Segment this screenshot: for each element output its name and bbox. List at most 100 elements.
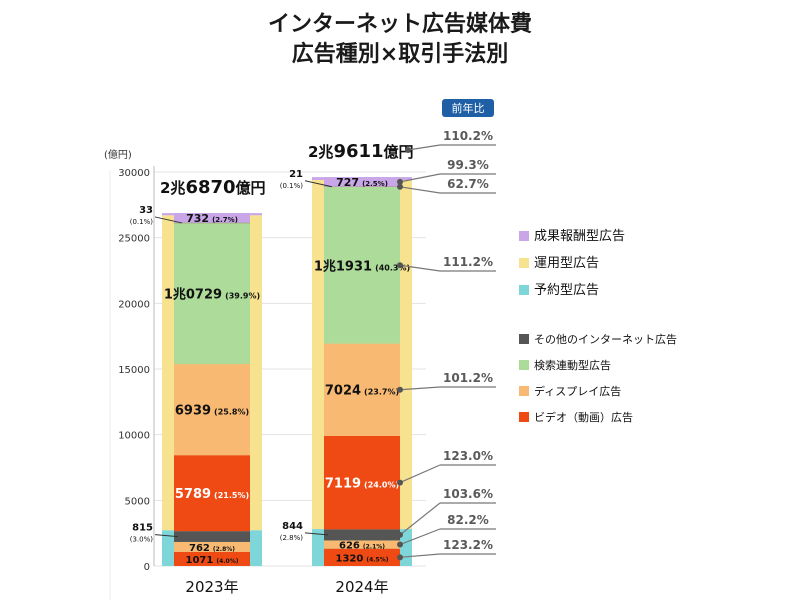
yoy-marker [397,262,403,269]
legend-swatch [519,412,529,422]
data-label: 1兆1931 (40.3%) [314,258,410,274]
inner-bar-segment [174,364,250,456]
leader-line [304,532,329,536]
legend-swatch [519,360,529,370]
yoy-annotations: 110.2% 99.3% 62.7% 111.2% 101.2% 123.0% 103.6%… [397,129,496,561]
yoy-marker [397,554,403,561]
yoy-leader-line [399,528,441,546]
bars [162,177,412,566]
chart-title-line-2: 広告種別×取引手法別 [292,41,508,67]
yoy-label: 110.2% [443,129,493,143]
yoy-marker [397,178,403,185]
data-label: (3.0%) [130,536,154,544]
data-label: 7024 (23.7%) [325,384,399,399]
yoy-leader-line [399,502,441,536]
yoy-label: 99.3% [447,158,489,172]
inner-bar-segment [324,548,400,566]
data-label: 762 (2.8%) [189,543,235,554]
yoy-label: 111.2% [443,255,493,269]
inner-bar-segment [174,541,250,552]
data-label: 732 (2.7%) [186,212,238,225]
data-label: 727 (2.5%) [336,176,388,189]
legend-swatch [519,386,529,396]
yoy-leader-line [399,173,441,183]
data-label: 7119 (24.0%) [325,477,399,492]
data-label: (2.8%) [280,534,304,542]
data-label: 6939 (25.8%) [175,404,249,419]
yoy-leader-line [399,264,441,272]
inner-bar-segment [324,343,400,436]
leader-line [304,180,333,188]
yoy-leader-line [399,386,441,391]
yoy-label: 101.2% [443,371,493,385]
legend-label: その他のインターネット広告 [534,333,677,346]
y-tick-label: 30000 [118,168,150,179]
y-tick-label: 0 [144,562,150,573]
yoy-marker [397,541,403,548]
yoy-marker [397,531,403,538]
data-label: 1071 (4.0%) [186,555,239,566]
yoy-leader-line [399,464,441,484]
yoy-badge-label: 前年比 [452,101,485,115]
inner-bar-segment [324,186,400,344]
yoy-marker [405,147,411,153]
yoy-badge-bg [442,99,494,117]
inner-bar-segment [174,455,250,532]
title-block: インターネット広告媒体費 広告種別×取引手法別 [268,11,532,67]
yoy-label: 82.2% [447,513,489,527]
data-label: 1兆0729 (39.9%) [164,287,260,303]
data-label: 33 [139,205,153,216]
inner-bar-segment [324,529,400,541]
inner-bar-segment [174,223,250,365]
inner-bar-segment [174,531,250,542]
yoy-marker [397,183,403,190]
yoy-label: 123.0% [443,449,493,463]
data-label: 1320 (4.5%) [336,553,389,564]
legend-swatch [519,285,529,295]
yoy-label: 103.6% [443,487,493,501]
yoy-marker [397,386,403,393]
y-tick-label: 10000 [118,431,150,442]
inner-bar-segment [324,435,400,530]
data-label: 5789 (21.5%) [175,487,249,502]
x-tick-label: 2024年 [335,578,388,596]
legend-label: ディスプレイ広告 [534,384,621,398]
total-label: 2兆6870億円 [160,177,266,198]
legend-swatch [519,231,529,241]
y-tick-label: 5000 [125,496,150,507]
legend-label: 検索連動型広告 [534,358,611,372]
y-tick-label: 15000 [118,365,150,376]
data-label: 815 [132,523,153,534]
legend-label: 成果報酬型広告 [534,229,625,244]
inner-bar-segment [174,213,250,223]
y-tick-label: 20000 [118,299,150,310]
data-label: 626 (2.1%) [339,541,385,552]
yoy-marker [397,479,403,486]
legend-label: 運用型広告 [534,256,599,271]
y-unit-label: (億円) [104,148,132,161]
legend-swatch [519,258,529,268]
legend-label: ビデオ（動画）広告 [534,410,633,424]
data-label: (0.1%) [130,218,154,226]
inner-bar-segment [324,540,400,549]
y-tick-label: 25000 [118,234,150,245]
legend-label: 予約型広告 [534,283,599,298]
yoy-badge: 前年比 [442,99,494,117]
inner-bar-segment [174,551,250,566]
total-label: 2兆9611億円 [308,141,414,162]
x-tick-label: 2023年 [185,578,238,596]
inner-bar-segment [324,177,400,187]
data-label: 21 [289,169,303,180]
leader-line [154,534,179,538]
yoy-leader-line [399,186,441,194]
value-labels: 2023年 2024年 1兆0729 (39.9%) 6939 (25.8%) 5789 (2… [130,141,414,596]
chart-title-line-1: インターネット広告媒体費 [268,11,532,37]
data-label: 844 [282,521,303,532]
yoy-leader-line [399,553,441,558]
yoy-leader-line [407,144,441,151]
yoy-label: 62.7% [447,177,489,191]
legend: 成果報酬型広告運用型広告予約型広告その他のインターネット広告検索連動型広告ディス… [519,229,677,424]
leader-line [154,216,183,224]
yoy-label: 123.2% [443,538,493,552]
